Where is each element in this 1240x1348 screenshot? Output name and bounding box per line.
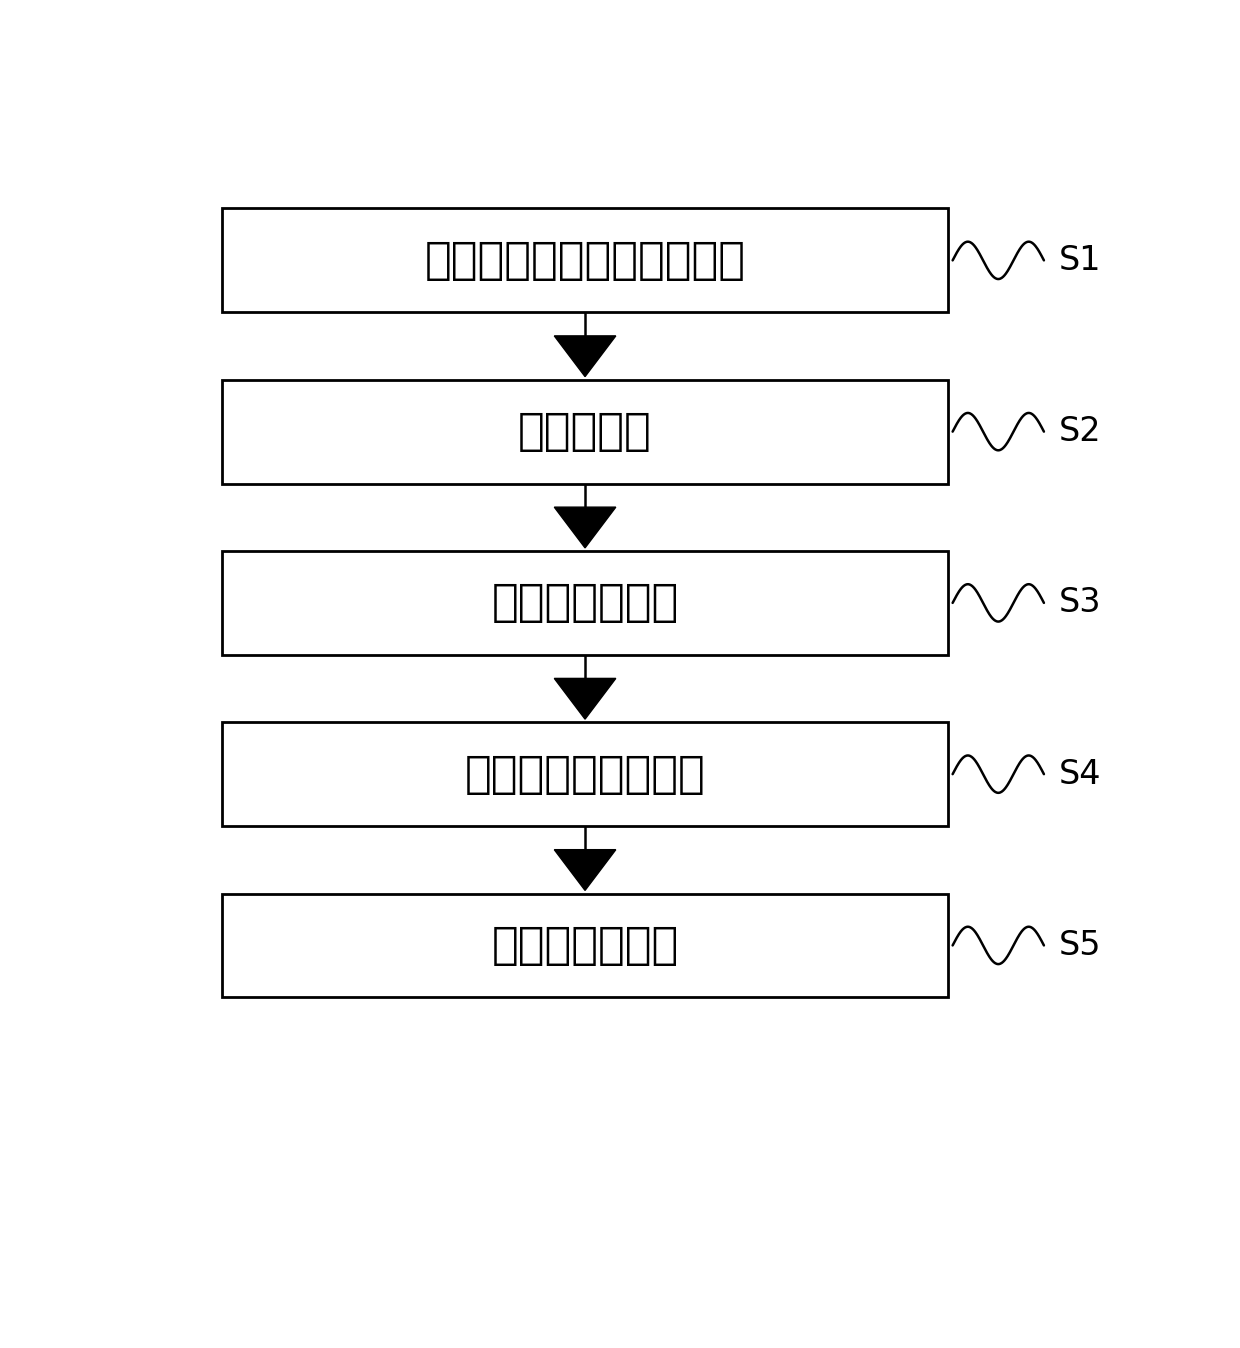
Text: 定性与定量分析: 定性与定量分析 xyxy=(491,923,678,967)
Text: 样品前处理: 样品前处理 xyxy=(518,410,652,453)
Polygon shape xyxy=(554,336,616,376)
Polygon shape xyxy=(554,507,616,547)
Bar xyxy=(222,551,947,655)
Text: S4: S4 xyxy=(1058,758,1101,791)
Bar xyxy=(222,723,947,826)
Text: S3: S3 xyxy=(1058,586,1101,619)
Text: S5: S5 xyxy=(1058,929,1101,962)
Polygon shape xyxy=(554,849,616,891)
Text: S2: S2 xyxy=(1058,415,1101,448)
Text: 上机检测与在线衍生: 上机检测与在线衍生 xyxy=(465,752,706,795)
Text: S1: S1 xyxy=(1058,244,1101,276)
Text: 标准溶液与衍生试剂的配制: 标准溶液与衍生试剂的配制 xyxy=(424,239,745,282)
Bar xyxy=(222,209,947,313)
Polygon shape xyxy=(554,678,616,718)
Bar xyxy=(222,380,947,484)
Text: 检测波长的选择: 检测波长的选择 xyxy=(491,581,678,624)
Bar xyxy=(222,894,947,998)
